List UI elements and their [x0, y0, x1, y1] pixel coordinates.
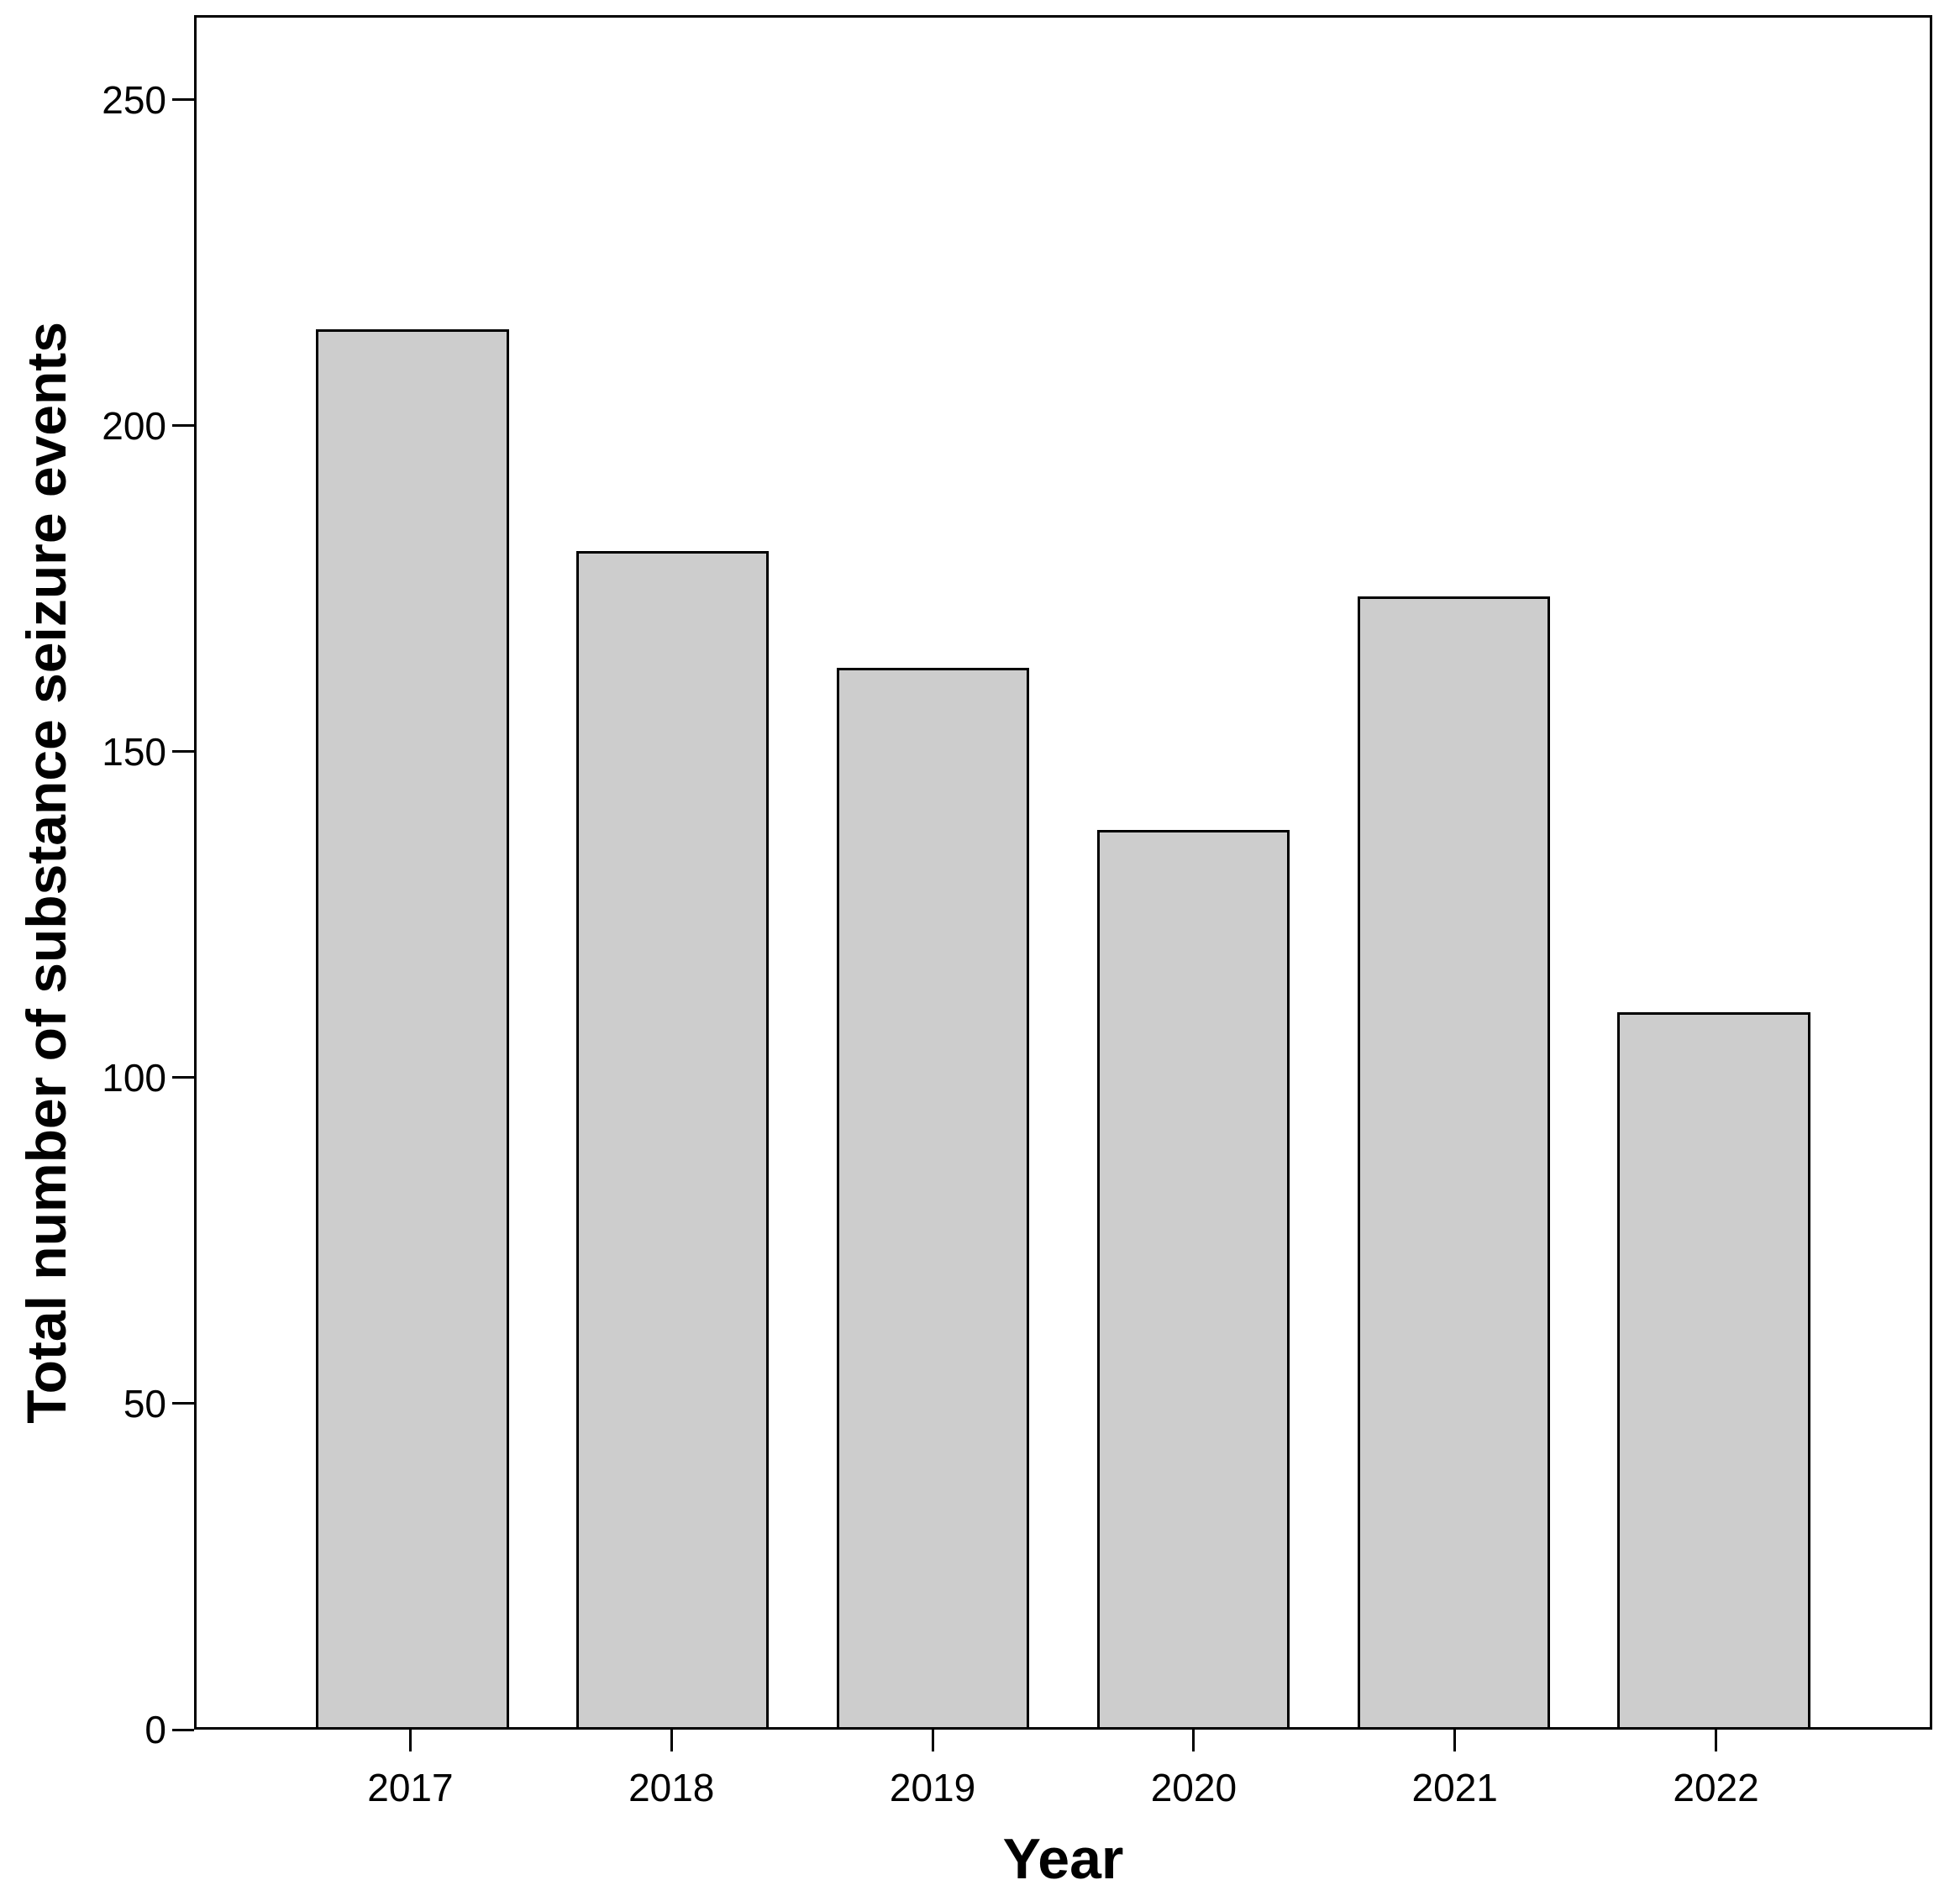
- bar-2018: [576, 550, 770, 1727]
- x-axis: 2017 2018 2019 2020 2021 2022 Year: [194, 1730, 1932, 1888]
- bar-slot-2019: [803, 18, 1064, 1727]
- x-slot-2017: 2017: [280, 1730, 541, 1807]
- y-tick-label-200: 200: [102, 403, 166, 448]
- x-tick-label-2019: 2019: [889, 1766, 976, 1809]
- y-tick-label-50: 50: [123, 1381, 166, 1426]
- bars-container: [197, 18, 1930, 1727]
- y-axis-tick-labels: 0 50 100 150 200 250: [0, 15, 166, 1749]
- x-slot-2021: 2021: [1324, 1730, 1585, 1807]
- bar-2021: [1357, 596, 1550, 1727]
- y-tick-mark-0: [172, 1728, 194, 1731]
- y-tick-mark-100: [172, 1076, 194, 1079]
- y-tick-label-100: 100: [102, 1055, 166, 1100]
- x-tick-mark-2020: [1192, 1730, 1195, 1751]
- x-tick-label-2018: 2018: [628, 1766, 715, 1809]
- x-tick-label-2017: 2017: [367, 1766, 454, 1809]
- y-axis-tick-marks: [172, 15, 194, 1731]
- bar-slot-2018: [543, 18, 803, 1727]
- bar-2017: [316, 329, 509, 1727]
- x-slot-2019: 2019: [802, 1730, 1064, 1807]
- y-tick-label-150: 150: [102, 729, 166, 774]
- bar-2019: [836, 667, 1030, 1727]
- bar-slot-2022: [1584, 18, 1844, 1727]
- bar-2020: [1096, 830, 1290, 1727]
- x-tick-label-2022: 2022: [1673, 1766, 1759, 1809]
- y-tick-label-0: 0: [145, 1708, 166, 1751]
- x-axis-slots: 2017 2018 2019 2020 2021 2022: [194, 1730, 1932, 1807]
- x-tick-mark-2021: [1453, 1730, 1457, 1751]
- x-slot-2020: 2020: [1063, 1730, 1324, 1807]
- x-tick-label-2021: 2021: [1411, 1766, 1498, 1809]
- y-tick-mark-200: [172, 424, 194, 428]
- x-tick-label-2020: 2020: [1150, 1766, 1237, 1809]
- x-tick-mark-2022: [1715, 1730, 1718, 1751]
- x-tick-mark-2019: [931, 1730, 934, 1751]
- x-tick-mark-2018: [670, 1730, 673, 1751]
- y-tick-mark-150: [172, 750, 194, 754]
- y-tick-mark-250: [172, 98, 194, 102]
- y-tick-label-250: 250: [102, 77, 166, 122]
- plot-area: [194, 15, 1932, 1730]
- bar-slot-2020: [1063, 18, 1323, 1727]
- bar-slot-2017: [282, 18, 543, 1727]
- y-tick-mark-50: [172, 1402, 194, 1405]
- x-slot-2018: 2018: [541, 1730, 802, 1807]
- x-tick-mark-2017: [408, 1730, 412, 1751]
- bar-slot-2021: [1323, 18, 1584, 1727]
- x-axis-title: Year: [1002, 1827, 1124, 1891]
- bar-2022: [1617, 1011, 1810, 1727]
- x-slot-2022: 2022: [1585, 1730, 1847, 1807]
